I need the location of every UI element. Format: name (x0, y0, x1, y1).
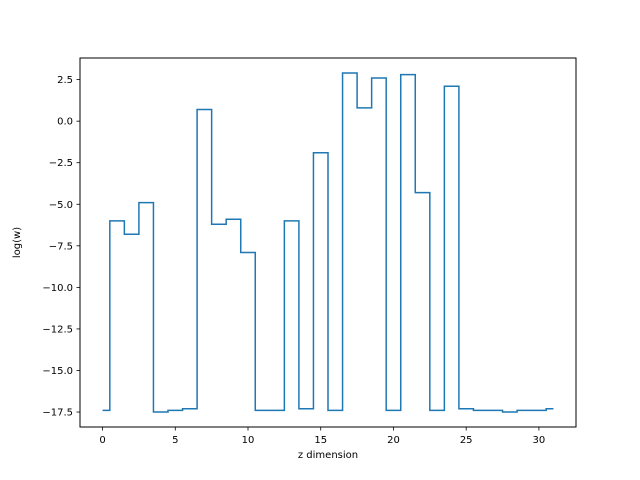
x-tick-label: 10 (242, 435, 255, 446)
x-axis-label: z dimension (298, 450, 358, 461)
y-tick-label: −7.5 (49, 241, 73, 252)
y-tick-label: −15.0 (42, 366, 73, 377)
x-tick-label: 0 (99, 435, 105, 446)
series-step-line-0 (102, 72, 554, 413)
x-tick-label: 30 (533, 435, 546, 446)
x-tick-label: 15 (314, 435, 327, 446)
x-tick-label: 5 (172, 435, 178, 446)
y-tick-label: 2.5 (57, 75, 73, 86)
y-tick-label: 0.0 (57, 117, 73, 128)
y-axis-label: log(w) (12, 227, 23, 258)
x-tick-label: 20 (387, 435, 400, 446)
axes-frame (79, 57, 577, 428)
y-tick-label: −2.5 (49, 158, 73, 169)
y-tick-label: −17.5 (42, 408, 73, 419)
y-tick-label: −10.0 (42, 283, 73, 294)
y-tick-label: −5.0 (49, 200, 73, 211)
axis-ticks: 0 5 10 15 20 25 30 2.5 0.0 −2.5 −5.0 −7.5 −10.0 −12.5… (42, 75, 545, 446)
plot-area (102, 72, 554, 413)
y-tick-label: −12.5 (42, 324, 73, 335)
x-tick-label: 25 (460, 435, 473, 446)
